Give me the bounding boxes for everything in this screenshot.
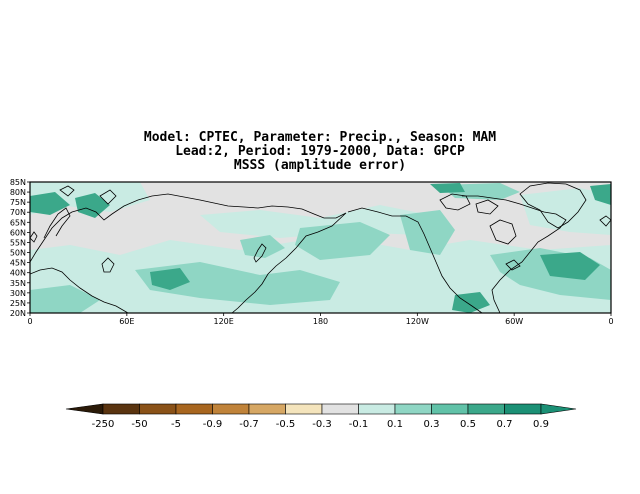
shade-dark-patch [590,184,611,205]
colorbar-label: 0.5 [460,419,476,430]
lat-label: 20N [10,309,26,318]
lon-label: 60W [505,317,523,326]
lat-label: 65N [10,218,26,227]
title-line-3: MSSS (amplitude error) [233,158,407,173]
colorbar-label: 0.1 [387,419,403,430]
colorbar-box [394,403,432,415]
shade-dark-patch [540,252,600,280]
coastline-north-america [347,207,483,313]
colorbar-label: -0.5 [276,419,296,430]
colorbar-box [358,403,396,415]
colorbar-label: 0.3 [424,419,440,430]
lat-label: 85N [10,178,26,187]
coastline-arctic-islands [439,193,471,211]
colorbar-label: 0.9 [533,419,549,430]
lon-label: 60E [119,317,134,326]
lat-label: 60N [10,228,26,237]
shade-mid-patch [240,235,285,258]
colorbar-box [212,403,250,415]
coastline-japan [253,243,267,263]
title-line-2: Lead:2, Period: 1979-2000, Data: GPCP [175,144,465,159]
colorbar-label: -0.7 [239,419,259,430]
colorbar-label: -50 [131,419,147,430]
coastline-caspian [101,257,115,273]
shade-mid-patch [30,285,100,313]
colorbar-box [285,403,323,415]
colorbar-box [102,403,140,415]
colorbar-label: 0.7 [497,419,513,430]
shade-mid-patch [135,262,340,305]
shade-dark-patch [30,192,70,215]
shade-dark-patch [150,268,190,290]
lon-label: 0 [608,317,613,326]
coastline-arctic-islands [475,199,499,215]
colorbar-box [139,403,177,415]
lat-label: 70N [10,208,26,217]
colorbar-box [467,403,505,415]
colorbar-label: -0.9 [203,419,223,430]
colorbar: -250 -50 -5 -0.9 -0.7 -0.5 -0.3 -0.1 0.1 0.3 0.5 0.… [65,403,577,430]
coastline-greenland [519,182,587,229]
lat-label: 30N [10,289,26,298]
coastline-scandinavia [43,207,71,239]
colorbar-box [321,403,359,415]
shade-light-patch [520,188,611,235]
skill-shading [30,182,611,313]
colorbar-label: -5 [171,419,181,430]
shade-dark-patch [430,183,465,193]
shade-dark-patch [75,193,110,218]
title-line-1: Model: CPTEC, Parameter: Precip., Season… [143,130,497,145]
colorbar-label: -0.1 [349,419,369,430]
lat-label: 25N [10,299,26,308]
lat-label: 75N [10,198,26,207]
colorbar-arrow-left [65,403,104,415]
colorbar-label: -250 [92,419,115,430]
coastline-svalbard [59,185,75,197]
coastline-middle-east [30,267,129,313]
coastline-eurasia [30,193,347,313]
colorbar-boxes [65,403,577,415]
lat-label: 35N [10,279,26,288]
colorbar-box [504,403,542,415]
lat-label: 45N [10,259,26,268]
lon-label: 180 [313,317,328,326]
lon-label: 120E [214,317,234,326]
coastline-iceland [599,215,611,227]
coastline-north-america-east [462,195,567,313]
colorbar-arrow-right [540,403,577,415]
colorbar-box [248,403,286,415]
shade-mid-patch [400,210,455,255]
lon-label: 120W [406,317,429,326]
lat-label: 50N [10,249,26,258]
coastline-novaya-zemlya [99,189,117,205]
lon-label: 0 [27,317,32,326]
coastline-british-isles [30,231,38,243]
colorbar-label: -0.3 [312,419,332,430]
lat-label: 55N [10,238,26,247]
coastline-great-lakes [505,259,521,271]
shade-dark-patch [452,292,490,313]
lat-label: 40N [10,269,26,278]
colorbar-labels: -250 -50 -5 -0.9 -0.7 -0.5 -0.3 -0.1 0.1 0.3 0.5 0.… [92,419,549,430]
lat-label: 80N [10,188,26,197]
coastlines [30,182,611,313]
lon-tick-group: 0 60E 120E 180 120W 60W 0 [27,313,614,326]
colorbar-box [175,403,213,415]
colorbar-box [431,403,469,415]
coastline-hudson-bay [489,219,517,245]
